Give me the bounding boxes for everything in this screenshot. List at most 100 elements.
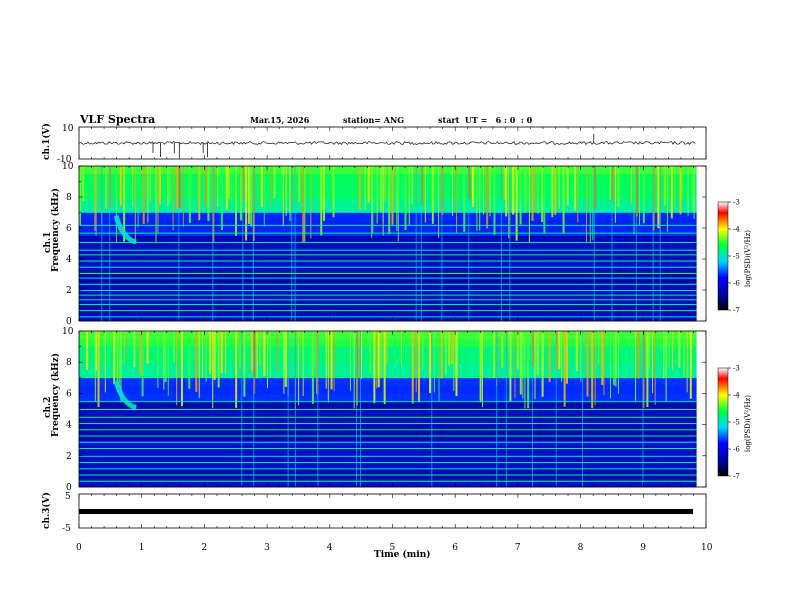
sferic-streak	[609, 166, 611, 200]
spectrogram-band	[79, 305, 697, 314]
interference-line	[79, 272, 697, 274]
sferic-streak	[325, 331, 327, 389]
sferic-streak	[283, 331, 285, 394]
colorbar-ch2: -3 -4 -5 -6 -7 log(PSD)(V²/Hz)	[717, 365, 752, 481]
sferic-streak	[585, 166, 587, 242]
sferic-streak	[298, 331, 300, 406]
frequency-tick-label: 8	[66, 358, 72, 368]
sferic-streak	[508, 166, 510, 239]
spectrogram-band	[79, 189, 697, 198]
ch1-ylabel: ch.1(V)	[41, 123, 52, 160]
sferic-streak	[503, 166, 505, 200]
ch3-ylabel: ch.3(V)	[41, 492, 52, 529]
sferic-streak	[270, 166, 272, 210]
sferic-streak	[310, 166, 312, 239]
figure-title: VLF Spectra	[79, 113, 155, 126]
time-tick-label: 4	[327, 543, 333, 553]
sferic-streak	[239, 166, 242, 221]
sferic-streak	[574, 166, 577, 211]
frequency-tick-label: 4	[66, 255, 72, 265]
time-tick-label: 3	[264, 543, 270, 553]
sferic-streak	[663, 166, 666, 206]
sferic-streak	[118, 331, 120, 387]
sferic-streak	[577, 166, 579, 223]
sferic-streak	[601, 331, 604, 385]
sferic-streak	[663, 331, 665, 379]
sferic-streak	[501, 331, 504, 368]
sferic-streak	[493, 331, 496, 378]
sferic-streak	[195, 331, 198, 392]
sferic-streak	[534, 166, 536, 213]
sferic-streak	[566, 166, 569, 206]
interference-line	[79, 232, 697, 234]
sferic-streak	[95, 166, 97, 236]
spectrogram-band	[79, 282, 697, 291]
sferic-streak	[327, 331, 329, 403]
sferic-line	[652, 166, 654, 321]
interference-line	[79, 429, 697, 431]
sferic-streak	[527, 331, 530, 409]
sferic-streak	[524, 166, 527, 213]
sferic-streak	[638, 166, 640, 225]
sferic-streak	[519, 331, 522, 395]
interference-line	[79, 423, 697, 425]
sferic-streak	[260, 166, 263, 208]
sferic-streak	[314, 331, 316, 369]
ch2-spectrogram-ylabel-frequency: Frequency (kHz)	[50, 353, 61, 437]
spectrogram-band	[79, 181, 697, 190]
sferic-streak	[411, 166, 413, 204]
interference-line	[79, 290, 697, 291]
station-label: station= ANG	[343, 115, 404, 125]
sferic-streak	[119, 166, 122, 206]
sferic-streak	[376, 166, 378, 224]
sferic-streak	[654, 331, 656, 406]
sferic-line	[212, 166, 214, 321]
spectrogram-band	[79, 228, 697, 237]
sferic-streak	[273, 166, 276, 199]
colorbar-tick-label: -4	[733, 226, 740, 234]
colorbar-tick-label: -6	[733, 446, 740, 454]
sferic-streak	[302, 331, 304, 396]
sferic-streak	[117, 331, 119, 393]
ch1-spectrogram-ylabel-frequency: Frequency (kHz)	[50, 188, 61, 272]
interference-line	[79, 303, 697, 305]
sferic-streak	[188, 331, 191, 389]
sferic-streak	[411, 331, 414, 404]
spectrogram-band	[79, 416, 697, 425]
date-label: Mar.15, 2026	[250, 115, 310, 125]
spectrogram-band	[79, 463, 697, 472]
sferic-streak	[548, 331, 551, 383]
sferic-streak	[243, 331, 246, 397]
sferic-streak	[146, 331, 149, 364]
sferic-streak	[536, 166, 539, 214]
colorbar-ch1-gradient	[717, 201, 729, 311]
ch3-waveform-panel: 5 -5 ch.3(V)	[41, 492, 707, 534]
sferic-streak	[633, 166, 635, 235]
sferic-streak	[282, 166, 284, 227]
interference-line	[79, 468, 697, 470]
sferic-streak	[231, 166, 233, 202]
sferic-streak	[635, 331, 637, 401]
sferic-streak	[269, 331, 271, 378]
sferic-line	[635, 166, 637, 321]
interference-line	[79, 435, 697, 437]
sferic-streak	[598, 331, 600, 364]
interference-line	[79, 254, 697, 256]
sferic-streak	[526, 166, 528, 206]
spectrogram-band	[79, 346, 697, 355]
sferic-streak	[543, 166, 546, 234]
frequency-tick-label: 6	[66, 224, 72, 234]
sferic-streak	[364, 166, 366, 210]
interference-line	[79, 310, 697, 312]
sferic-streak	[198, 331, 200, 398]
sferic-streak	[617, 166, 620, 208]
sferic-streak	[586, 331, 589, 397]
time-tick-label: 1	[139, 543, 145, 553]
sferic-streak	[182, 166, 184, 228]
sferic-streak	[515, 166, 518, 241]
sferic-line	[242, 166, 244, 321]
sferic-streak	[104, 331, 106, 393]
sferic-streak	[217, 331, 220, 388]
sferic-streak	[82, 166, 85, 201]
sferic-streak	[164, 331, 167, 383]
